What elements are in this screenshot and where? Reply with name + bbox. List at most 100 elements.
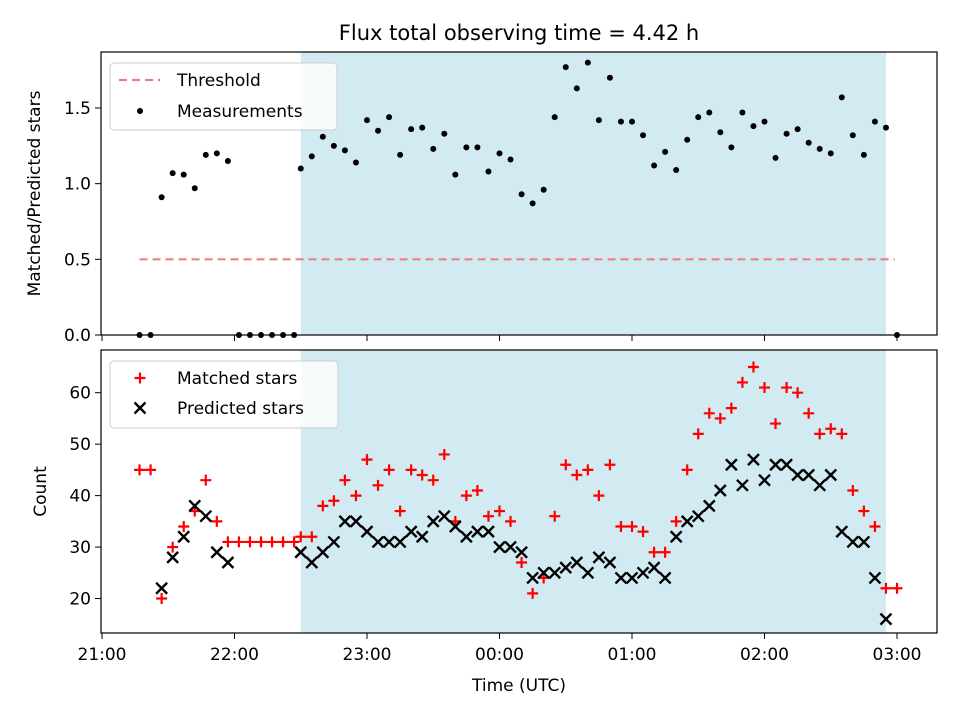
- matched-star-point: [222, 536, 234, 548]
- matched-star-point-glyph: [747, 361, 759, 373]
- predicted-star-point: [625, 571, 639, 585]
- matched-star-point-glyph: [145, 464, 157, 476]
- matched-star-point-glyph: [759, 382, 770, 394]
- predicted-star-point-glyph: [725, 458, 738, 472]
- measurement-point: [662, 148, 669, 155]
- matched-star-point-glyph: [604, 459, 616, 471]
- legend-threshold-label: Threshold: [176, 71, 261, 91]
- count-y-tick-label: 60: [69, 384, 91, 404]
- predicted-star-point-glyph: [316, 545, 330, 559]
- measurement-point: [463, 144, 470, 151]
- matched-star-point: [134, 464, 146, 476]
- matched-star-point: [427, 474, 439, 486]
- measurement-point: [827, 150, 834, 157]
- predicted-star-point-glyph: [559, 561, 573, 575]
- matched-star-point: [244, 536, 256, 548]
- predicted-star-point: [221, 556, 235, 569]
- matched-star-point-glyph: [222, 536, 234, 548]
- matched-star-point: [549, 510, 561, 522]
- predicted-star-point: [526, 571, 539, 585]
- legend-matched-label: Matched stars: [177, 369, 297, 389]
- count-y-axis-label: Count: [31, 466, 51, 517]
- count-panel: 20 30 40 50 60 21:00 22:00 23:00 00:00 01:00 02:0…: [31, 349, 938, 696]
- predicted-star-point-glyph: [636, 566, 650, 580]
- matched-star-point: [306, 531, 318, 543]
- matched-star-point: [803, 407, 815, 419]
- matched-star-point: [814, 428, 826, 440]
- matched-star-point-glyph: [891, 582, 903, 594]
- predicted-star-point-glyph: [188, 499, 202, 513]
- matched-star-point: [156, 593, 168, 605]
- predicted-star-point-glyph: [647, 561, 661, 575]
- matched-star-point-glyph: [792, 387, 804, 399]
- matched-star-point-glyph: [648, 546, 660, 558]
- observing-window-shade: [300, 350, 886, 633]
- predicted-star-point-glyph: [199, 509, 213, 523]
- predicted-star-point: [166, 551, 180, 564]
- predicted-star-point: [349, 514, 363, 528]
- x-tick-label: 22:00: [210, 645, 259, 665]
- matched-star-point: [571, 469, 583, 481]
- predicted-star-point-glyph: [713, 484, 727, 497]
- matched-star-point-glyph: [317, 500, 329, 512]
- predicted-star-point: [758, 473, 771, 487]
- matched-star-point-glyph: [670, 515, 682, 527]
- ratio-y-axis-label: Matched/Predicted stars: [25, 90, 45, 296]
- matched-star-point-glyph: [549, 510, 561, 522]
- predicted-star-point-glyph: [460, 530, 473, 544]
- ratio-y-tick-label: 0.0: [64, 326, 91, 346]
- matched-star-point-glyph: [134, 464, 146, 476]
- measurement-point: [158, 194, 165, 201]
- matched-star-point-glyph: [593, 490, 605, 502]
- measurement-point: [308, 153, 315, 160]
- matched-star-point-glyph: [571, 469, 583, 481]
- x-axis-label: Time (UTC): [471, 676, 566, 696]
- predicted-star-point-glyph: [415, 530, 429, 544]
- matched-star-point-glyph: [167, 541, 179, 553]
- matched-star-point: [277, 536, 289, 548]
- predicted-star-point-glyph: [570, 556, 584, 569]
- measurement-point: [169, 170, 176, 177]
- predicted-star-point-glyph: [482, 525, 495, 538]
- x-tick-label: 02:00: [740, 645, 789, 665]
- predicted-star-point: [155, 581, 168, 595]
- predicted-star-point: [177, 530, 191, 544]
- predicted-star-point: [188, 499, 202, 513]
- matched-star-point: [593, 490, 605, 502]
- matched-star-point: [880, 582, 892, 594]
- predicted-star-point: [338, 514, 352, 528]
- count-y-tick-label: 40: [69, 487, 91, 507]
- measurement-point: [191, 185, 198, 192]
- matched-star-point: [869, 520, 881, 532]
- matched-star-point-glyph: [233, 536, 245, 548]
- measurement-point: [651, 162, 658, 169]
- matched-star-point: [394, 505, 406, 517]
- measurement-point: [706, 109, 713, 116]
- matched-star-point-glyph: [770, 418, 782, 430]
- matched-star-point: [792, 387, 804, 399]
- x-tick-label: 21:00: [78, 645, 127, 665]
- predicted-star-point: [680, 514, 694, 528]
- matched-star-point: [770, 418, 782, 430]
- predicted-star-point: [813, 478, 827, 492]
- matched-star-point: [494, 505, 505, 517]
- matched-star-point: [637, 526, 649, 538]
- predicted-star-point: [515, 545, 528, 559]
- predicted-star-point-glyph: [846, 535, 860, 549]
- predicted-star-point: [835, 525, 849, 538]
- matched-star-point-glyph: [836, 428, 848, 440]
- matched-star-point: [178, 520, 190, 532]
- ratio-y-ticks: 0.0 0.5 1.0 1.5: [64, 99, 101, 346]
- predicted-star-point: [316, 545, 330, 559]
- predicted-star-point-glyph: [669, 530, 683, 544]
- matched-star-point: [659, 546, 671, 558]
- measurement-point: [518, 191, 525, 198]
- matched-star-point: [471, 484, 483, 496]
- x-tick-label: 00:00: [475, 645, 524, 665]
- predicted-star-point-glyph: [515, 545, 528, 559]
- matched-star-point-glyph: [244, 536, 256, 548]
- predicted-star-point: [482, 525, 495, 538]
- matched-star-point-glyph: [527, 587, 539, 599]
- legend-predicted-label: Predicted stars: [177, 399, 304, 419]
- predicted-star-point-glyph: [493, 540, 506, 554]
